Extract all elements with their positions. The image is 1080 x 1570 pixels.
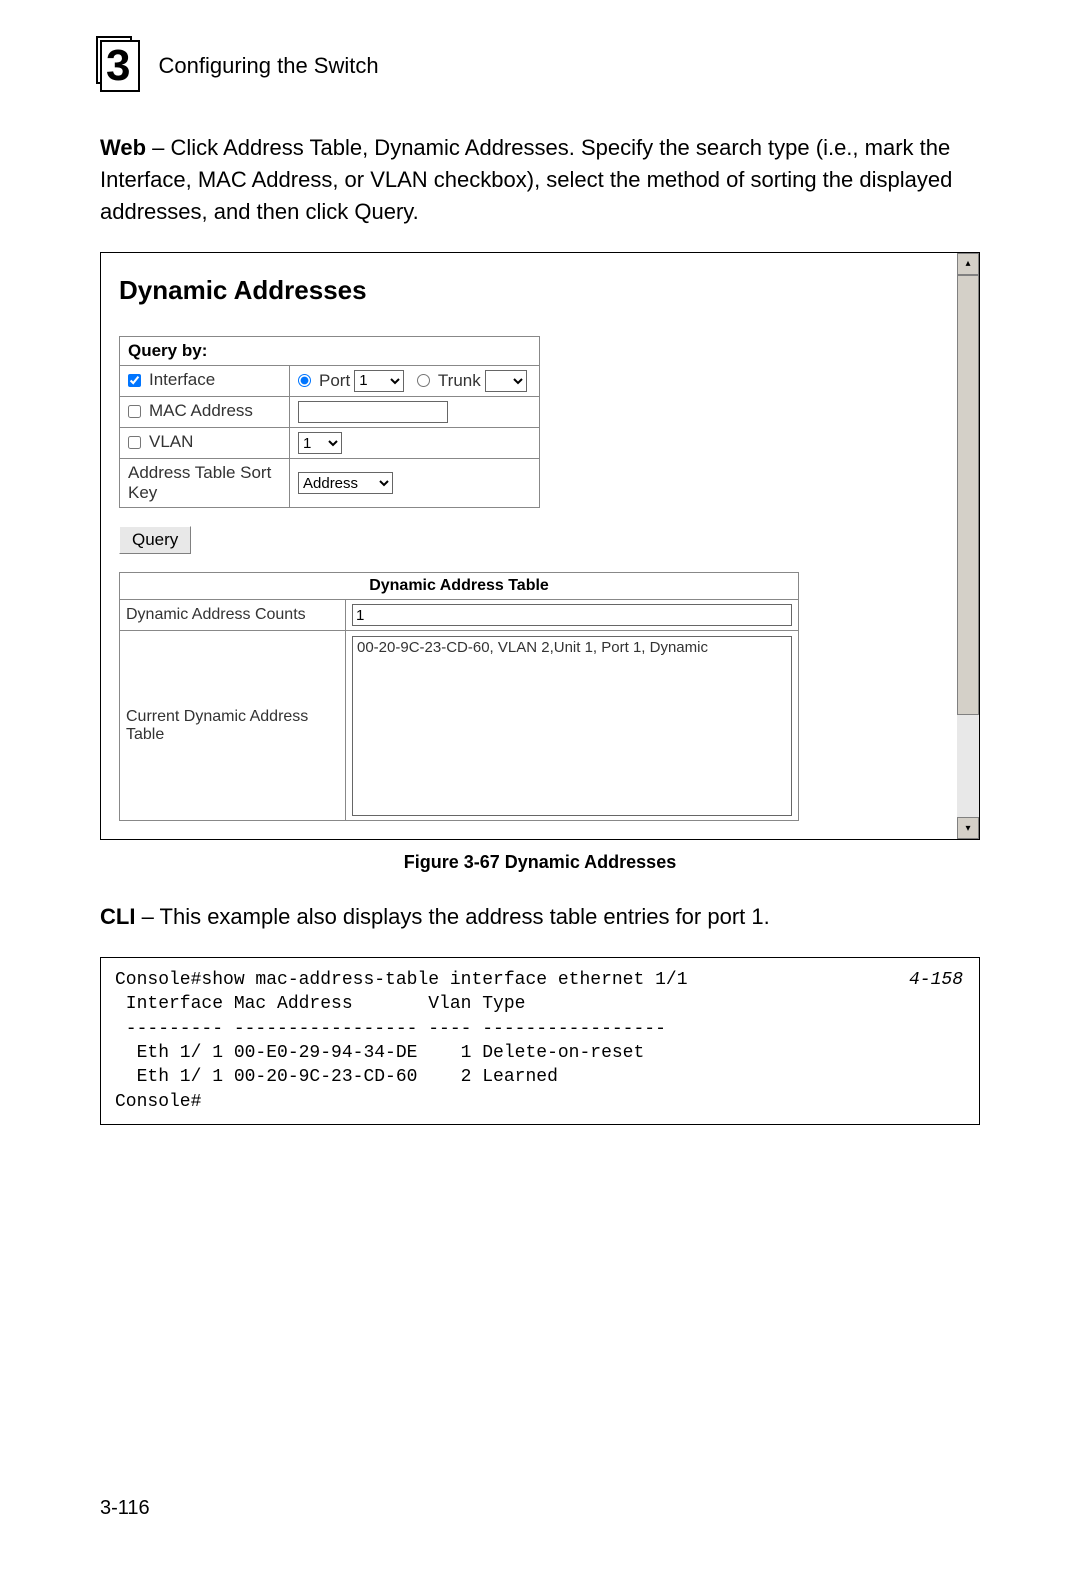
port-label: Port xyxy=(319,371,350,391)
chapter-title: Configuring the Switch xyxy=(158,53,378,79)
dat-title: Dynamic Address Table xyxy=(120,573,799,600)
screenshot-frame: ▴ ▾ Dynamic Addresses Query by: Interfac… xyxy=(100,252,980,841)
sortkey-label: Address Table Sort Key xyxy=(120,459,290,508)
cli-lines: Console#show mac-address-table interface… xyxy=(115,970,688,1111)
page-number: 3-116 xyxy=(100,1497,150,1520)
trunk-label: Trunk xyxy=(438,371,481,391)
query-table: Query by: Interface Port 1 xyxy=(119,336,540,509)
scroll-up-button[interactable]: ▴ xyxy=(957,253,979,275)
dat-listbox[interactable]: 00-20-9C-23-CD-60, VLAN 2,Unit 1, Port 1… xyxy=(352,636,792,816)
sortkey-row: Address Table Sort Key Address xyxy=(120,459,540,508)
vlan-select[interactable]: 1 xyxy=(298,432,342,454)
dat-counts-label: Dynamic Address Counts xyxy=(120,600,346,631)
query-by-header: Query by: xyxy=(120,336,540,365)
dat-counts-value xyxy=(352,604,792,626)
chapter-number: 3 xyxy=(106,41,130,90)
trunk-radio[interactable] xyxy=(417,374,430,387)
cli-text: – This example also displays the address… xyxy=(135,904,769,929)
cli-paragraph: CLI – This example also displays the add… xyxy=(100,901,980,933)
cli-page-ref: 4-158 xyxy=(909,968,963,992)
page-header: 3 Configuring the Switch xyxy=(100,40,980,92)
cli-label: CLI xyxy=(100,904,135,929)
dat-current-label: Current Dynamic Address Table xyxy=(120,631,346,821)
query-button[interactable]: Query xyxy=(119,526,191,554)
panel-title: Dynamic Addresses xyxy=(119,275,949,306)
sortkey-select[interactable]: Address xyxy=(298,472,393,494)
web-paragraph: Web – Click Address Table, Dynamic Addre… xyxy=(100,132,980,228)
web-text: – Click Address Table, Dynamic Addresses… xyxy=(100,135,952,224)
scrollbar-track: ▴ ▾ xyxy=(957,253,979,840)
trunk-select[interactable] xyxy=(485,370,527,392)
vlan-checkbox[interactable] xyxy=(128,436,141,449)
mac-row: MAC Address xyxy=(120,397,540,428)
dat-list-item[interactable]: 00-20-9C-23-CD-60, VLAN 2,Unit 1, Port 1… xyxy=(357,639,787,656)
mac-input[interactable] xyxy=(298,401,448,423)
interface-label: Interface xyxy=(149,370,215,390)
mac-label: MAC Address xyxy=(149,401,253,421)
port-radio[interactable] xyxy=(298,374,311,387)
scroll-thumb[interactable] xyxy=(957,275,979,715)
figure-caption: Figure 3-67 Dynamic Addresses xyxy=(100,852,980,873)
dynamic-address-table: Dynamic Address Table Dynamic Address Co… xyxy=(119,572,799,821)
cli-output-box: 4-158 Console#show mac-address-table inte… xyxy=(100,957,980,1125)
chapter-number-box: 3 xyxy=(100,40,140,92)
scroll-down-button[interactable]: ▾ xyxy=(957,817,979,839)
interface-row: Interface Port 1 Trunk xyxy=(120,365,540,397)
interface-checkbox[interactable] xyxy=(128,374,141,387)
web-label: Web xyxy=(100,135,146,160)
mac-checkbox[interactable] xyxy=(128,405,141,418)
port-select[interactable]: 1 xyxy=(354,370,404,392)
vlan-label: VLAN xyxy=(149,432,193,452)
vlan-row: VLAN 1 xyxy=(120,428,540,459)
